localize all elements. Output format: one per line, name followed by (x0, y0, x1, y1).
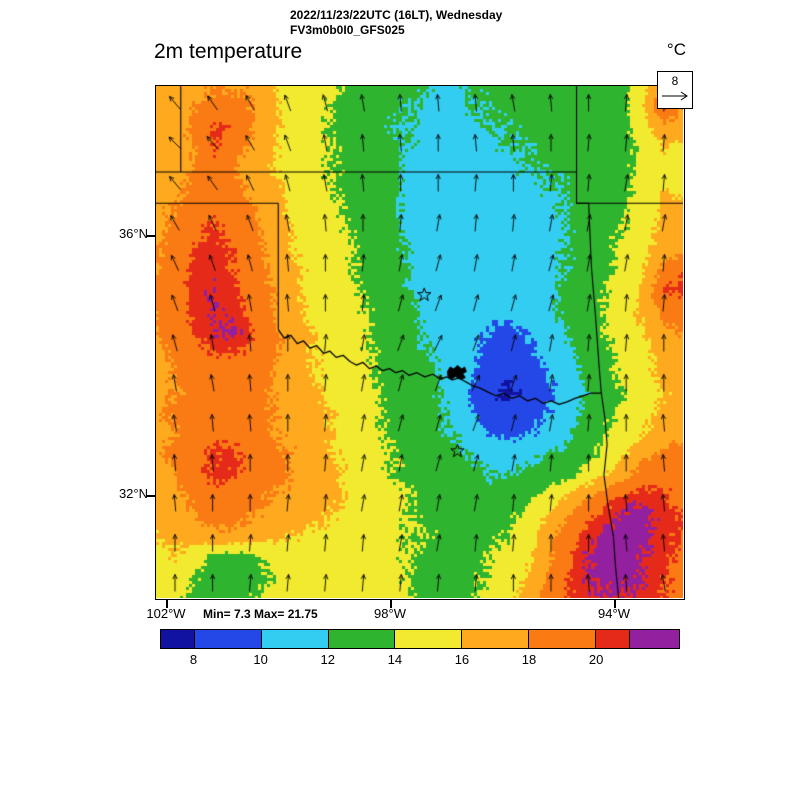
colorbar-cell (395, 630, 463, 648)
map-title: 2m temperature (154, 40, 303, 63)
colorbar-tick-label: 14 (387, 652, 403, 667)
lat-axis-label: 32°N (118, 486, 148, 501)
colorbar-tick-label: 16 (454, 652, 470, 667)
colorbar (160, 629, 680, 649)
lat-axis-tick (147, 495, 155, 497)
temperature-map-canvas (156, 86, 683, 598)
colorbar-cell (462, 630, 529, 648)
wind-reference-box: 8 (657, 71, 693, 109)
lat-axis-tick (147, 235, 155, 237)
map-frame (155, 85, 685, 600)
colorbar-cell (328, 630, 396, 648)
lon-axis-label: 98°W (374, 606, 406, 621)
colorbar-cell (194, 630, 262, 648)
colorbar-cell (161, 630, 195, 648)
min-max-label: Min= 7.3 Max= 21.75 (203, 607, 318, 621)
colorbar-tick-label: 12 (320, 652, 335, 667)
colorbar-cell (595, 630, 630, 648)
colorbar-tick-label: 10 (253, 652, 268, 667)
lat-axis-label: 36°N (118, 226, 148, 241)
colorbar-tick-label: 18 (521, 652, 537, 667)
colorbar-tick-label: 20 (588, 652, 604, 667)
colorbar-cell (261, 630, 329, 648)
lon-axis-label: 94°W (598, 606, 630, 621)
colorbar-tick-label: 8 (189, 652, 198, 667)
datetime-title: 2022/11/23/22UTC (16LT), Wednesday (290, 8, 503, 22)
lon-axis-label: 102°W (146, 606, 186, 621)
units-label: °C (666, 40, 686, 59)
colorbar-cell (528, 630, 596, 648)
wind-reference-arrow-icon (662, 91, 688, 101)
lon-axis-tick (390, 600, 392, 608)
model-title: FV3m0b0I0_GFS025 (290, 23, 405, 37)
lon-axis-tick (166, 600, 168, 608)
plot-header: 2022/11/23/22UTC (16LT), Wednesday FV3m0… (290, 8, 502, 38)
wind-reference-value: 8 (671, 74, 679, 88)
lon-axis-tick (614, 600, 616, 608)
colorbar-cell (629, 630, 680, 648)
